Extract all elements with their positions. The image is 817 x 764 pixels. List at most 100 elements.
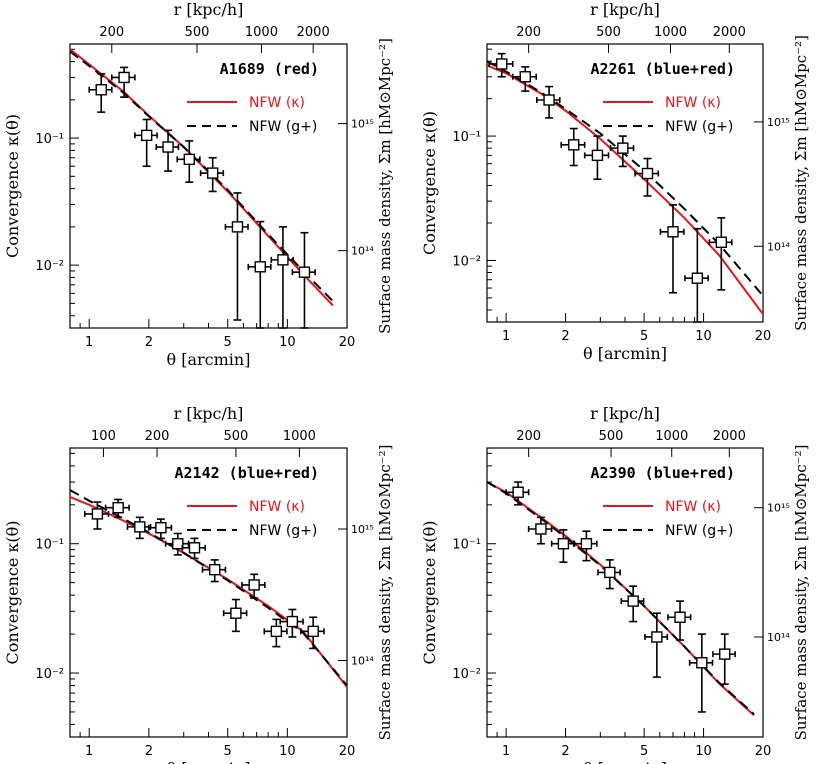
data-point [134, 118, 158, 168]
right-tick-label: 10¹⁵ [351, 118, 374, 131]
data-point [583, 135, 610, 181]
data-point [247, 220, 272, 329]
top-tick-label: 1000 [655, 429, 688, 444]
y-tick-label: 10⁻¹ [35, 538, 64, 553]
x-tick-label: 20 [755, 329, 772, 344]
data-point [609, 135, 635, 168]
data-point [536, 85, 561, 119]
y-tick-label: 10⁻² [35, 667, 64, 682]
data-point [511, 66, 538, 92]
data-marker [95, 84, 107, 96]
data-marker [277, 254, 289, 266]
y-tick-label: 10⁻¹ [35, 132, 64, 147]
top-tick-label: 200 [516, 25, 541, 40]
right-tick-label: 10¹⁴ [767, 631, 790, 644]
data-marker [674, 611, 686, 623]
y-tick-label: 10⁻² [35, 259, 64, 274]
x-axis-title: θ [arcmin] [583, 344, 667, 363]
data-point [263, 618, 288, 648]
data-point [527, 516, 553, 545]
top-tick-label: 500 [596, 25, 621, 40]
x-axis-title: θ [arcmin] [583, 759, 667, 764]
data-marker [691, 272, 704, 284]
data-point [201, 559, 227, 583]
top-tick-label: 200 [145, 429, 170, 444]
data-point [505, 481, 530, 506]
data-marker [580, 538, 593, 550]
legend-label-nfw-gplus: NFW (g+) [665, 523, 733, 539]
data-marker [112, 501, 124, 514]
x-tick-label: 1 [502, 744, 510, 759]
nfw-gplus-curve [70, 489, 347, 687]
panel-title: A2390 (blue+red) [591, 464, 736, 482]
chart-panel-4: 1 2 5 10 20 10⁻² 10⁻¹ 200 500 1000 2000 10¹⁵ 10¹⁴ θ [… [420, 404, 810, 764]
data-point [488, 52, 514, 78]
data-marker [557, 538, 570, 550]
data-marker [298, 266, 311, 278]
top-tick-label: 1000 [283, 429, 316, 444]
x-tick-label: 2 [145, 335, 153, 350]
nfw-kappa-curve [487, 64, 763, 315]
top-tick-label: 2000 [713, 25, 746, 40]
top-tick-label: 200 [516, 429, 541, 444]
x-axis-title: θ [arcmin] [167, 350, 251, 369]
data-marker [155, 522, 167, 534]
legend-label-nfw-kappa: NFW (κ) [249, 95, 305, 111]
data-marker [543, 94, 555, 106]
data-marker [307, 625, 319, 638]
data-point [688, 633, 714, 713]
x-tick-label: 20 [339, 335, 356, 350]
data-marker [667, 226, 679, 238]
data-marker [568, 139, 580, 151]
legend-label-nfw-kappa: NFW (κ) [665, 499, 721, 515]
data-point [110, 66, 136, 98]
right-tick-label: 10¹⁵ [767, 116, 790, 129]
data-point [222, 598, 248, 633]
top-tick-label: 200 [99, 25, 124, 40]
data-point [241, 573, 266, 599]
chart-panel-2: 1 2 5 10 20 10⁻² 10⁻¹ 200 500 1000 2000 10¹⁵ 10¹⁴ θ [… [420, 0, 810, 363]
top-tick-label: 2000 [713, 429, 746, 444]
data-point [270, 226, 294, 329]
data-marker [209, 563, 221, 576]
nfw-gplus-curve [487, 60, 763, 297]
data-marker [591, 149, 604, 162]
x-tick-label: 20 [339, 744, 356, 759]
x-tick-label: 5 [224, 335, 232, 350]
legend-label-nfw-gplus: NFW (g+) [249, 523, 317, 539]
panel-title: A1689 (red) [220, 60, 319, 78]
right-axis-title: Surface mass density, Σm [hM⊙Mpc⁻²] [792, 35, 810, 331]
panel-title: A2261 (blue+red) [591, 60, 736, 78]
top-tick-label: 500 [223, 429, 248, 444]
right-tick-label: 10¹⁴ [351, 245, 374, 258]
right-axis-title: Surface mass density, Σm [hM⊙Mpc⁻²] [376, 445, 394, 741]
data-point [126, 516, 152, 540]
data-marker [231, 221, 244, 233]
data-point [88, 73, 113, 113]
right-tick-label: 10¹⁴ [767, 240, 790, 253]
nfw-kappa-curve [70, 48, 334, 307]
data-point [155, 129, 180, 172]
data-marker [172, 538, 184, 550]
data-marker [162, 141, 174, 153]
x-tick-label: 10 [695, 744, 712, 759]
data-marker [719, 648, 731, 660]
x-axis-title: θ [arcmin] [167, 759, 251, 764]
x-tick-label: 10 [695, 329, 712, 344]
y-tick-label: 10⁻¹ [452, 130, 481, 145]
data-marker [183, 153, 195, 166]
data-point [83, 501, 110, 530]
data-point [291, 231, 316, 329]
top-axis-title: r [kpc/h] [590, 404, 660, 423]
top-axis-title: r [kpc/h] [590, 0, 660, 19]
plot-frame [69, 447, 348, 738]
x-tick-label: 1 [502, 329, 510, 344]
data-marker [627, 595, 639, 607]
data-marker [248, 579, 260, 591]
y-axis-title: Convergence κ(θ) [3, 114, 22, 258]
panel-title: A2142 (blue+red) [175, 464, 320, 482]
data-point [176, 140, 201, 183]
data-marker [535, 523, 547, 535]
data-point [164, 532, 190, 556]
